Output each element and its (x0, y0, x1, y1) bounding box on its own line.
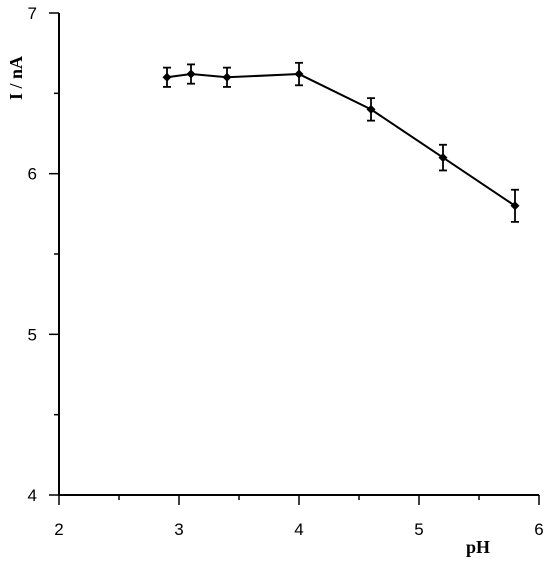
x-tick-label: 6 (534, 520, 543, 539)
y-tick-label: 4 (28, 486, 37, 505)
y-axis-title: I / nA (6, 56, 26, 100)
x-tick-label: 2 (54, 520, 63, 539)
tick-labels: 2 3 4 5 6 4 5 6 7 (28, 4, 544, 539)
series-line (166, 73, 516, 207)
series-layer (162, 61, 520, 223)
data-point (438, 153, 448, 163)
x-tick-label: 5 (414, 520, 423, 539)
data-point (186, 69, 196, 79)
y-tick-label: 5 (28, 325, 37, 344)
x-tick-label: 3 (174, 520, 183, 539)
x-axis-title: pH (466, 537, 490, 557)
y-tick-label: 6 (28, 165, 37, 184)
data-point (366, 104, 376, 114)
data-point (510, 201, 520, 211)
ticks (49, 12, 540, 505)
data-point (294, 69, 304, 79)
y-tick-label: 7 (28, 4, 37, 23)
data-point (222, 72, 232, 82)
data-point (162, 72, 172, 82)
x-tick-label: 4 (294, 520, 303, 539)
